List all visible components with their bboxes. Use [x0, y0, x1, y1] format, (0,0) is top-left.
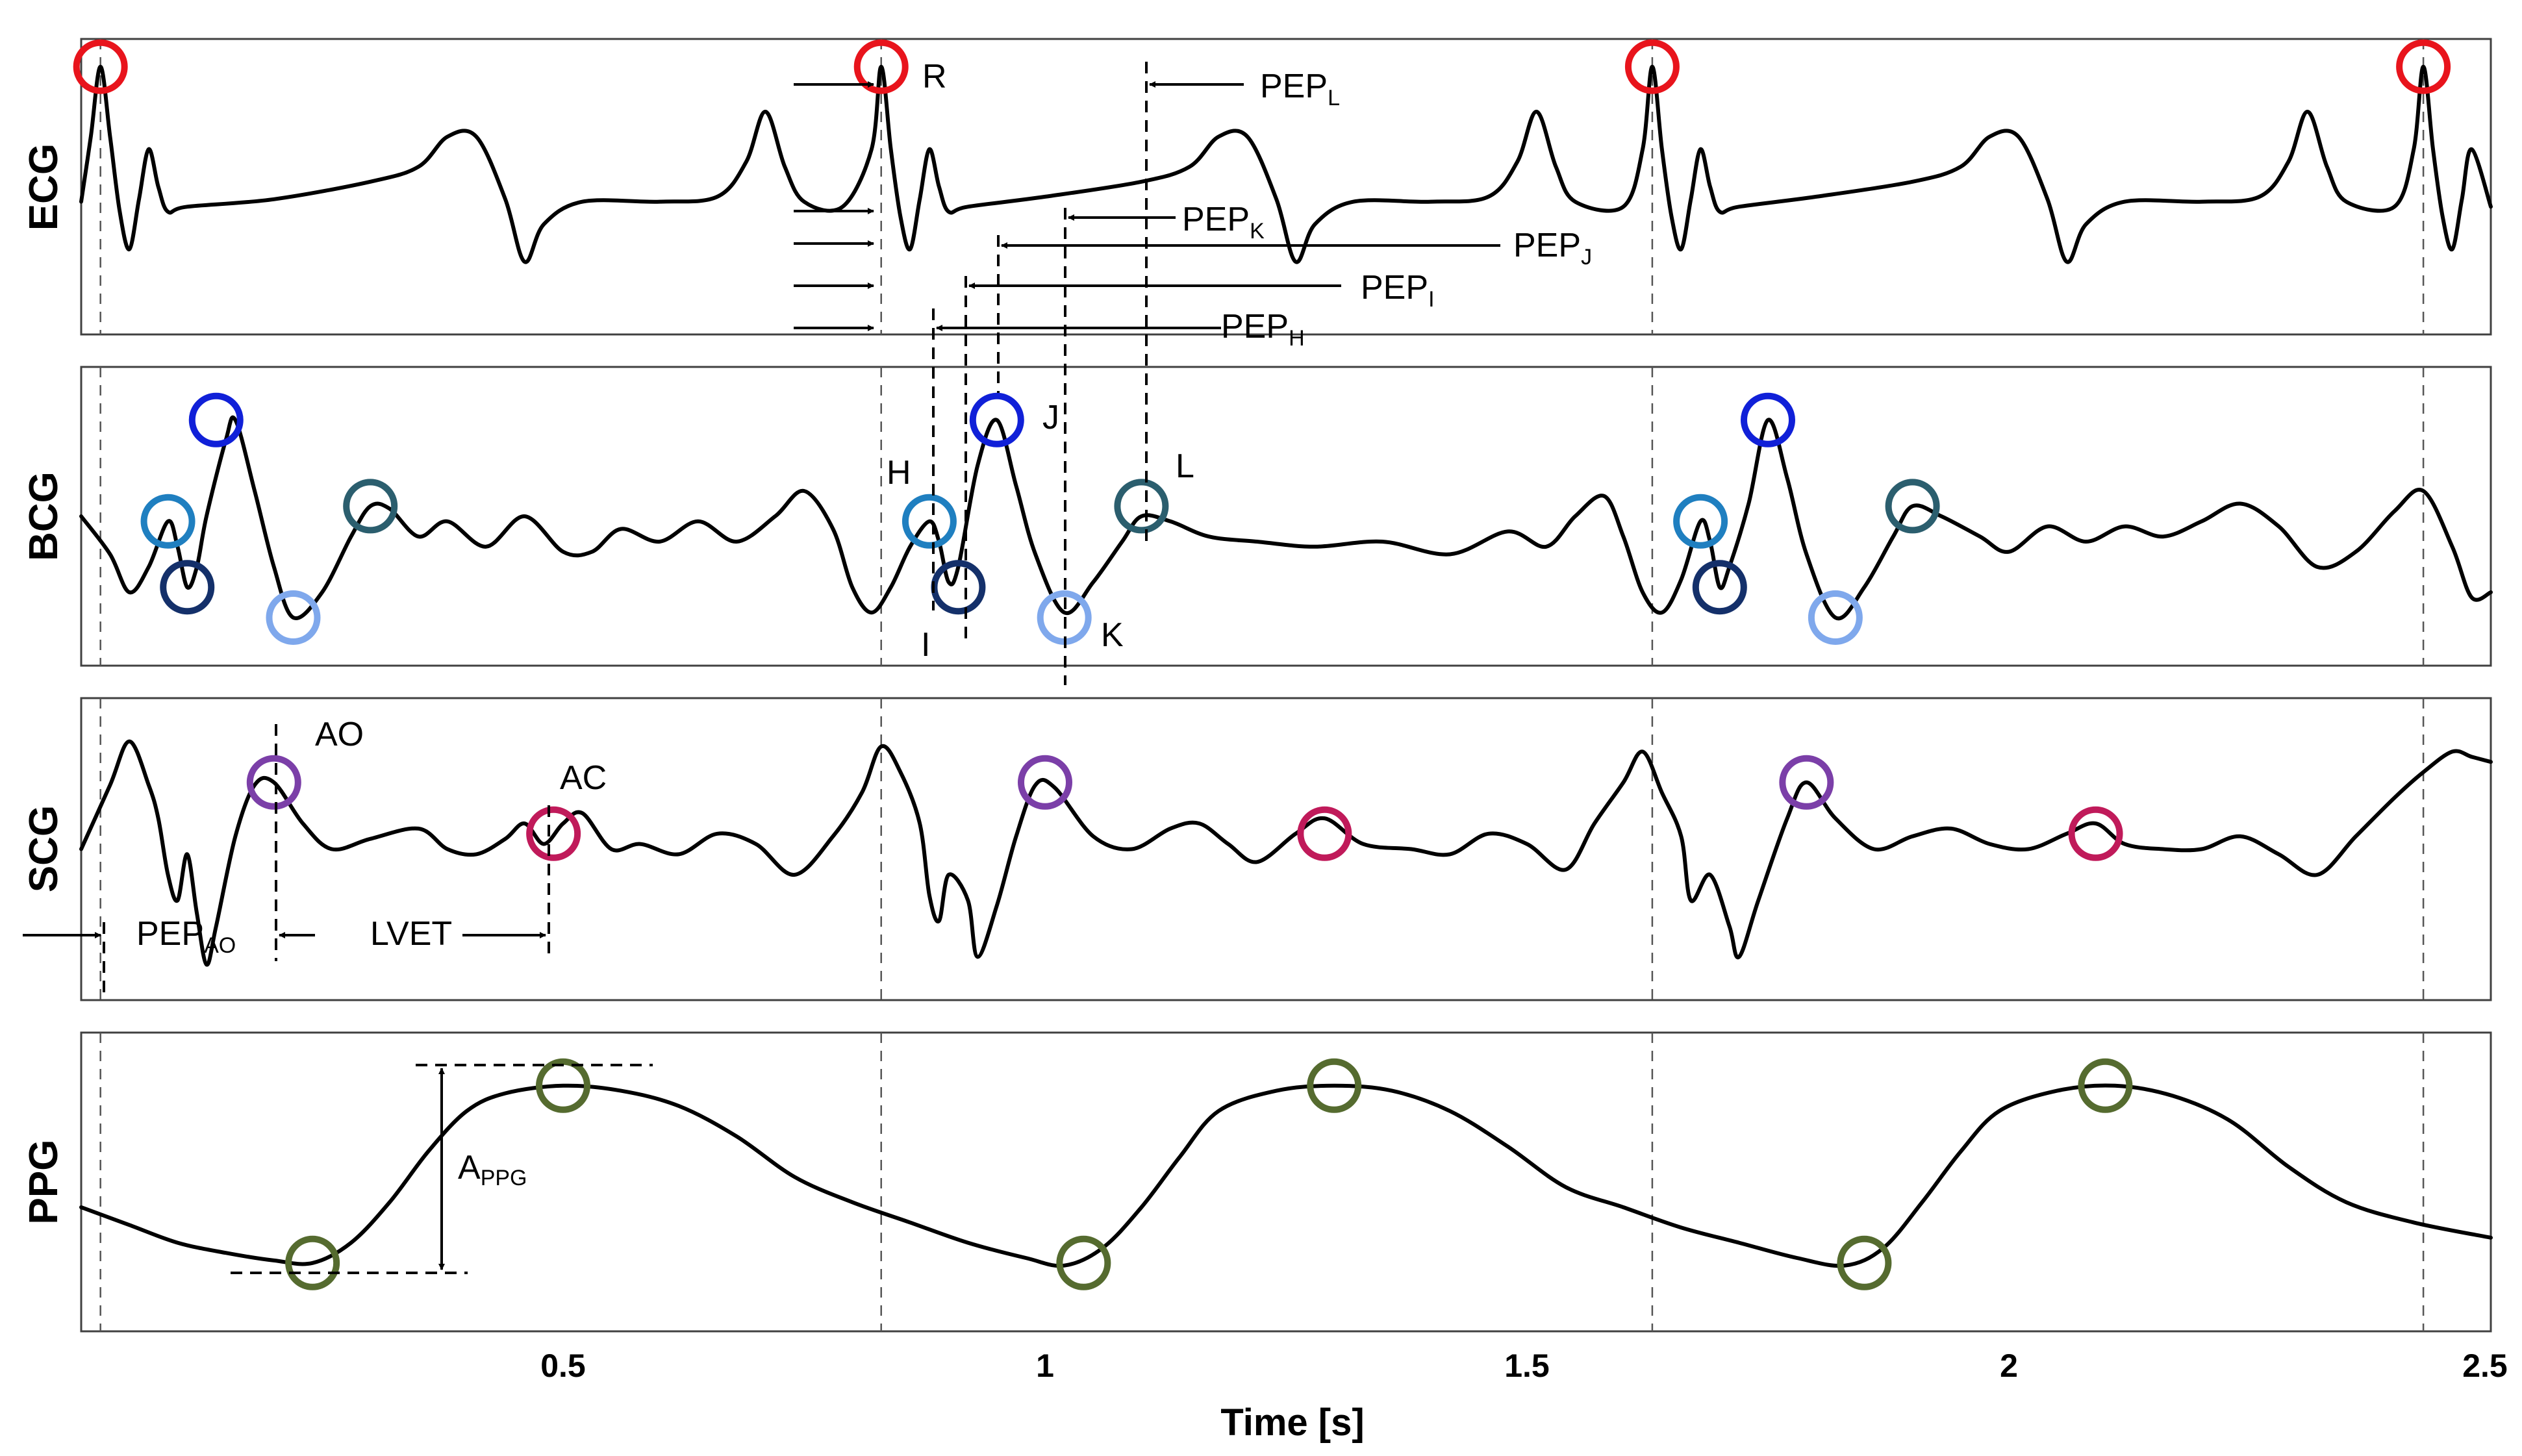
- scg-signal-line: [79, 739, 2493, 967]
- x-tick-label: 1.5: [1504, 1348, 1550, 1384]
- bcg-fiducial-marker: [1673, 494, 1728, 549]
- i-wave-label: I: [921, 626, 930, 664]
- scg-fiducial-marker: [526, 806, 581, 861]
- bcg-fiducial-marker: [1741, 392, 1795, 447]
- bcg-fiducial-marker: [1114, 479, 1169, 534]
- ecg-ylabel: ECG: [21, 144, 66, 231]
- pep-j-label: PEPJ: [1513, 227, 1592, 270]
- lvet-label: LVET: [370, 915, 452, 953]
- ppg-ylabel: PPG: [21, 1140, 66, 1225]
- scg-fiducial-marker: [2068, 806, 2123, 861]
- ecg-fiducial-marker: [1624, 39, 1680, 94]
- pep-i-label: PEPI: [1361, 269, 1435, 312]
- scg-fiducial-marker: [246, 755, 301, 810]
- x-tick-label: 2: [2000, 1348, 2018, 1384]
- bcg-fiducial-marker: [188, 392, 244, 447]
- x-tick-label: 2.5: [2462, 1348, 2508, 1384]
- bcg-fiducial-marker: [1808, 590, 1863, 645]
- bcg-fiducial-marker: [969, 392, 1024, 447]
- scg-fiducial-marker: [1297, 806, 1352, 861]
- r-label: R: [922, 58, 947, 95]
- signal-traces: [79, 64, 2493, 1268]
- bcg-panel: [80, 366, 2492, 667]
- bcg-wave-labels: H I J K L: [887, 399, 1194, 664]
- bcg-fiducial-marker: [266, 590, 321, 645]
- ppg-fiducial-marker: [285, 1235, 340, 1290]
- pep-l-label: PEPL: [1260, 68, 1340, 110]
- pep-k-label: PEPK: [1182, 201, 1265, 244]
- l-wave-label: L: [1176, 447, 1194, 485]
- j-wave-label: J: [1042, 399, 1059, 436]
- scg-fiducial-marker: [1018, 755, 1072, 810]
- bcg-fiducial-marker: [343, 479, 398, 534]
- ecg-fiducial-marker: [853, 39, 909, 94]
- scg-annotations: AO AC PEPAO LVET: [23, 716, 607, 1000]
- ppg-fiducial-marker: [1307, 1058, 1362, 1113]
- bcg-fiducial-marker: [160, 560, 215, 615]
- ecg-fiducial-marker: [2396, 39, 2451, 94]
- ao-label: AO: [315, 716, 364, 753]
- pep-annotations: R PEPL PEPK PEPJ PEPI PEPH: [794, 58, 1592, 685]
- ppg-fiducial-marker: [1056, 1235, 1111, 1290]
- scg-fiducial-marker: [1779, 755, 1834, 810]
- ppg-amplitude-annotation: APPG: [231, 1064, 653, 1274]
- appg-label: APPG: [458, 1149, 527, 1190]
- scg-ylabel: SCG: [21, 805, 66, 892]
- ppg-fiducial-marker: [536, 1058, 590, 1113]
- ecg-fiducial-marker: [73, 39, 128, 94]
- bcg-fiducial-marker: [1692, 560, 1747, 615]
- bcg-fiducial-marker: [902, 494, 957, 549]
- x-tick-label: 0.5: [540, 1348, 586, 1384]
- bcg-fiducial-marker: [140, 494, 195, 549]
- bcg-signal-line: [79, 415, 2493, 621]
- ac-label: AC: [560, 759, 607, 797]
- pep-ao-label: PEPAO: [136, 915, 236, 958]
- pep-h-label: PEPH: [1221, 308, 1305, 351]
- scg-panel: [80, 697, 2492, 1001]
- x-axis-ticks: 0.5 1 1.5 2 2.5: [540, 1348, 2508, 1384]
- r-peak-gridlines: [99, 39, 2425, 1331]
- x-axis-label: Time [s]: [1220, 1401, 1364, 1444]
- ppg-fiducial-marker: [2078, 1058, 2133, 1113]
- ppg-panel: [80, 1031, 2492, 1333]
- x-tick-label: 1: [1036, 1348, 1054, 1384]
- k-wave-label: K: [1101, 616, 1124, 654]
- h-wave-label: H: [887, 454, 911, 492]
- bcg-fiducial-marker: [1885, 479, 1940, 534]
- ppg-fiducial-marker: [1837, 1235, 1892, 1290]
- bcg-ylabel: BCG: [21, 471, 66, 561]
- ecg-signal-line: [79, 64, 2493, 264]
